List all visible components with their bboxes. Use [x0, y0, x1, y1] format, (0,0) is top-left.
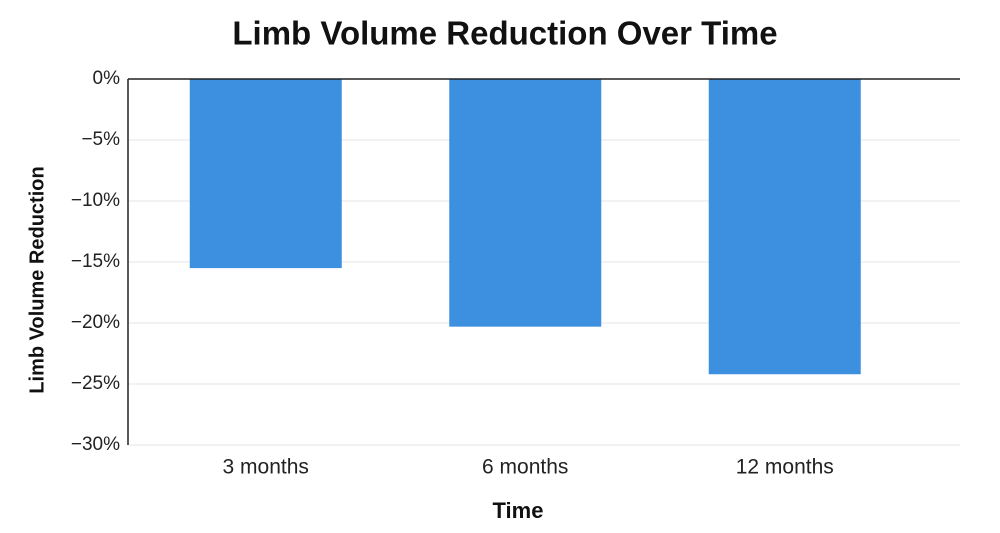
y-tick-label: −20% — [71, 312, 120, 333]
y-tick-label: −5% — [81, 129, 120, 150]
x-axis-label: Time — [493, 498, 544, 523]
y-tick-label: −15% — [71, 251, 120, 272]
bar — [449, 79, 602, 327]
chart-title: Limb Volume Reduction Over Time — [232, 15, 777, 52]
y-tick-label: 0% — [93, 68, 121, 89]
x-tick-label: 3 months — [223, 456, 309, 479]
x-tick-label: 6 months — [482, 456, 568, 479]
y-tick-label: −10% — [71, 190, 120, 211]
x-tick-label: 12 months — [736, 456, 834, 479]
y-tick-label: −30% — [71, 434, 120, 455]
bar — [189, 79, 342, 269]
y-tick-label: −25% — [71, 373, 120, 394]
y-axis-label: Limb Volume Reduction — [26, 166, 48, 393]
bar — [708, 79, 861, 375]
